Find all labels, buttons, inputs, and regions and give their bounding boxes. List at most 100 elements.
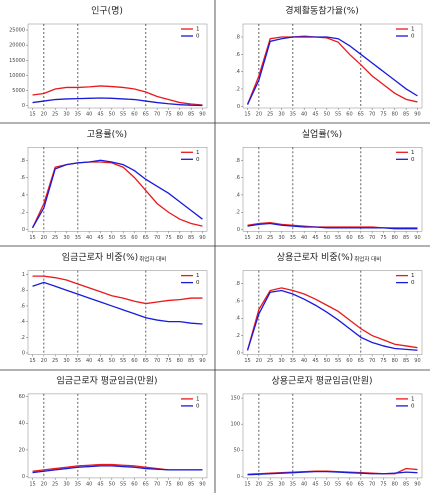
x-tick-label: 90 [414, 112, 420, 118]
x-tick-label: 65 [143, 358, 149, 364]
x-tick-label: 75 [380, 235, 386, 241]
x-tick-label: 80 [177, 481, 183, 487]
x-tick-label: 20 [41, 481, 47, 487]
legend-label: 1 [196, 150, 200, 156]
series-line [32, 465, 203, 474]
y-tick-label: .8 [235, 158, 240, 164]
x-tick-label: 25 [52, 235, 58, 241]
y-tick-label: 0 [22, 103, 25, 109]
x-tick-label: 70 [369, 481, 375, 487]
x-tick-label: 85 [188, 358, 194, 364]
x-tick-label: 65 [143, 481, 149, 487]
x-tick-label: 80 [392, 481, 398, 487]
x-tick-label: 40 [86, 358, 92, 364]
x-tick-label: 45 [312, 112, 318, 118]
x-tick-label: 35 [75, 481, 81, 487]
y-tick-label: 150 [230, 396, 240, 402]
y-tick-label: 50 [234, 448, 240, 454]
x-tick-label: 30 [63, 112, 69, 118]
x-tick-label: 40 [301, 358, 307, 364]
x-tick-label: 15 [244, 235, 250, 241]
x-tick-label: 70 [154, 481, 160, 487]
x-tick-label: 30 [278, 235, 284, 241]
x-tick-label: 15 [29, 112, 35, 118]
x-tick-label: 80 [392, 358, 398, 364]
y-tick-label: .4 [20, 192, 25, 198]
panel-title: 상용근로자 비중(%) [277, 252, 353, 263]
legend-label: 0 [196, 34, 200, 40]
series-line [32, 281, 203, 325]
series-line [31, 159, 203, 229]
y-tick-label: 20000 [9, 43, 25, 49]
x-tick-label: 35 [290, 481, 296, 487]
x-tick-label: 30 [278, 358, 284, 364]
y-tick-label: .2 [20, 335, 25, 341]
series-line [247, 222, 418, 230]
x-tick-label: 65 [358, 112, 364, 118]
legend-label: 1 [411, 396, 415, 402]
x-tick-label: 85 [188, 235, 194, 241]
y-tick-label: 60 [19, 394, 25, 400]
x-tick-label: 30 [63, 481, 69, 487]
y-tick-label: .2 [235, 210, 240, 216]
x-tick-label: 20 [256, 481, 262, 487]
panel: 상용근로자 평균임금(만원) 0 50 100 150 15 20 25 30 35 40 45 50 5… [230, 374, 423, 487]
y-tick-label: .4 [20, 319, 25, 325]
y-tick-label: .8 [20, 288, 25, 294]
x-tick-label: 90 [414, 235, 420, 241]
legend-label: 0 [196, 157, 200, 163]
series-line [246, 287, 418, 351]
series-line [31, 161, 203, 229]
x-tick-label: 75 [165, 481, 171, 487]
x-tick-label: 40 [301, 235, 307, 241]
x-tick-label: 60 [346, 112, 352, 118]
x-tick-label: 25 [52, 358, 58, 364]
x-tick-label: 45 [97, 235, 103, 241]
panel-subtitle: 취업자 대비 [354, 255, 381, 263]
x-tick-label: 25 [267, 235, 273, 241]
panel-title: 임금근로자 평균임금(만원) [57, 374, 158, 386]
x-tick-label: 80 [177, 358, 183, 364]
x-tick-label: 75 [380, 481, 386, 487]
panel: 경제활동참가율(%) 0 .2 .4 .6 .8 15 20 25 30 35 40 45 50 55 60 6… [235, 5, 423, 118]
legend-label: 0 [196, 280, 200, 286]
series-line [32, 85, 203, 106]
y-tick-label: .6 [235, 52, 240, 58]
x-tick-label: 75 [165, 358, 171, 364]
y-tick-label: .2 [235, 333, 240, 339]
x-tick-label: 50 [324, 358, 330, 364]
y-tick-label: 25000 [9, 28, 25, 34]
x-tick-label: 40 [86, 112, 92, 118]
x-tick-label: 25 [267, 358, 273, 364]
x-tick-label: 45 [97, 481, 103, 487]
plot-frame [27, 147, 208, 232]
y-tick-label: 1 [22, 272, 25, 278]
x-tick-label: 45 [312, 481, 318, 487]
x-tick-label: 25 [267, 112, 273, 118]
y-tick-label: 0 [237, 227, 240, 233]
x-tick-label: 25 [267, 481, 273, 487]
x-tick-label: 50 [109, 358, 115, 364]
x-tick-label: 15 [29, 235, 35, 241]
y-tick-label: 10000 [9, 73, 25, 79]
legend-label: 0 [411, 34, 415, 40]
x-tick-label: 40 [301, 481, 307, 487]
panel-title: 임금근로자 비중(%) [62, 251, 138, 263]
panel: 임금근로자 비중(%) 취업자 대비 0 .2 .4 .6 .8 1 15 20 25 30 35 40 4… [20, 251, 208, 364]
x-tick-label: 55 [120, 235, 126, 241]
x-tick-label: 85 [403, 235, 409, 241]
x-tick-label: 60 [346, 481, 352, 487]
y-tick-label: 100 [230, 422, 240, 428]
x-tick-label: 80 [392, 235, 398, 241]
x-tick-label: 75 [165, 112, 171, 118]
x-tick-label: 90 [199, 481, 205, 487]
x-tick-label: 85 [403, 481, 409, 487]
x-tick-label: 45 [97, 112, 103, 118]
x-tick-label: 80 [177, 235, 183, 241]
x-tick-label: 30 [63, 358, 69, 364]
x-tick-label: 50 [109, 235, 115, 241]
x-tick-label: 55 [120, 358, 126, 364]
x-tick-label: 90 [414, 358, 420, 364]
panel-subtitle: 취업자 대비 [139, 255, 166, 263]
x-tick-label: 50 [324, 112, 330, 118]
